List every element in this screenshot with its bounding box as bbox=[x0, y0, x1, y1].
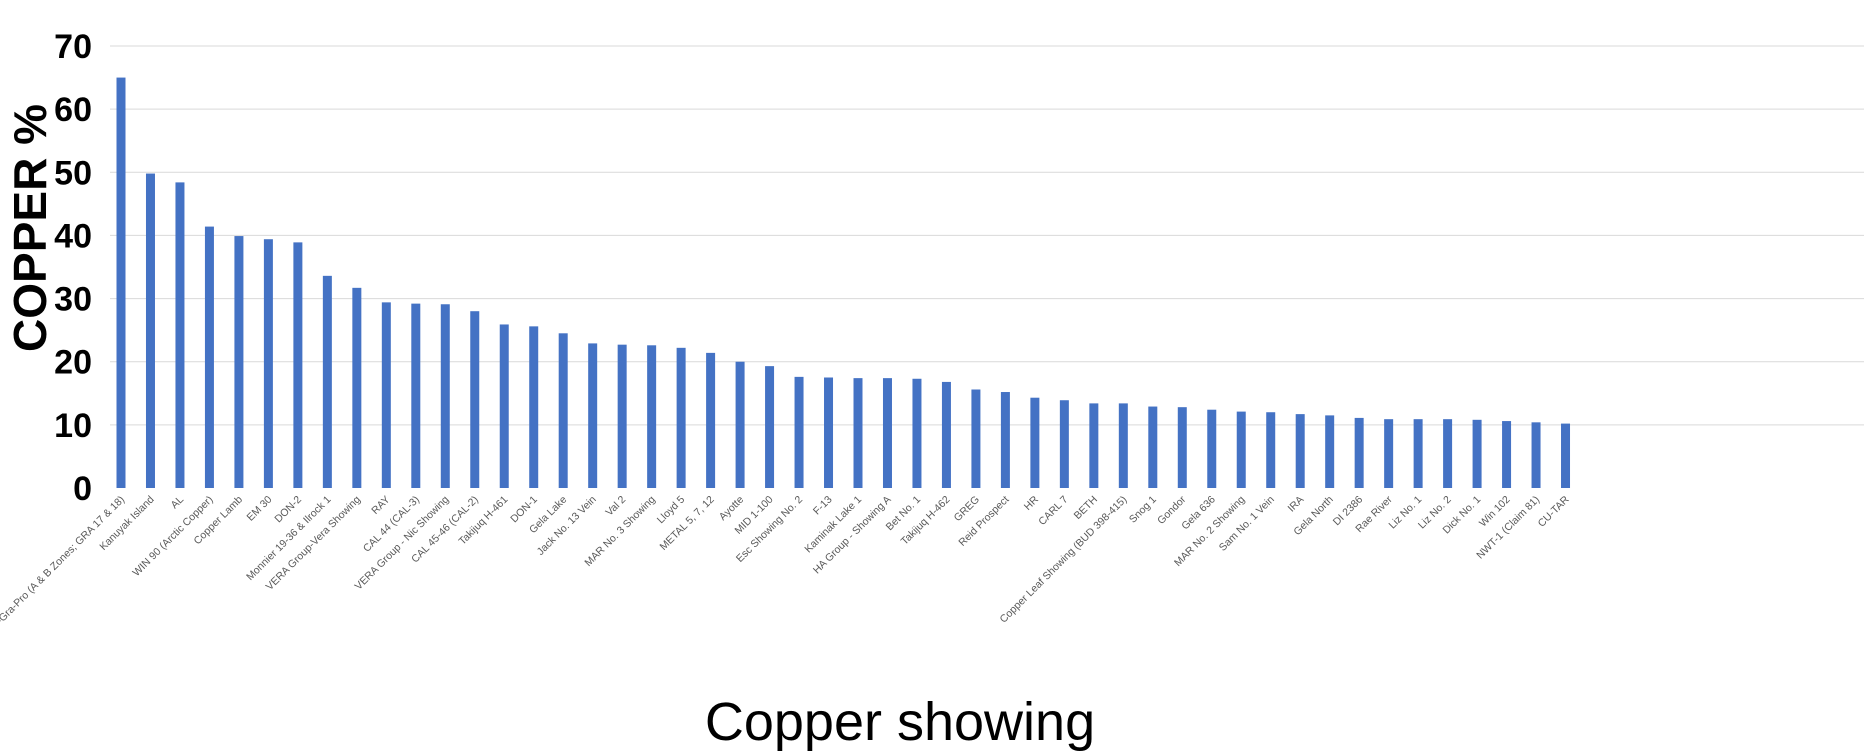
bar bbox=[941, 381, 951, 488]
bar bbox=[1207, 409, 1217, 488]
bar bbox=[558, 333, 568, 488]
bar bbox=[381, 302, 391, 488]
x-tick-label: EM 30 bbox=[245, 494, 275, 524]
y-axis-ticks: 0 10 20 30 40 50 60 70 bbox=[54, 28, 92, 508]
bar bbox=[1118, 403, 1128, 488]
bar bbox=[617, 344, 627, 488]
bar bbox=[1354, 417, 1364, 488]
bar bbox=[1177, 407, 1187, 488]
bar bbox=[1325, 415, 1335, 488]
y-tick-label: 10 bbox=[54, 407, 92, 445]
bar bbox=[263, 239, 273, 488]
bar bbox=[204, 226, 214, 489]
bar bbox=[676, 347, 686, 488]
bar bbox=[175, 182, 185, 489]
bar bbox=[882, 378, 892, 488]
y-tick-label: 50 bbox=[54, 154, 92, 192]
bar bbox=[234, 236, 244, 488]
x-tick-label: AL bbox=[169, 494, 187, 512]
bar bbox=[588, 343, 598, 488]
bar bbox=[1266, 412, 1276, 488]
bar bbox=[499, 324, 509, 488]
bar bbox=[1472, 419, 1482, 488]
bar bbox=[352, 287, 362, 488]
bar bbox=[1148, 406, 1158, 488]
bars bbox=[116, 77, 1571, 489]
x-axis-ticks: Nan-Gra-Pro (A & B Zones; GRA 17 & 18)Ka… bbox=[0, 493, 1572, 640]
bar bbox=[824, 377, 834, 488]
x-tick-label: RAY bbox=[369, 494, 392, 517]
bar bbox=[529, 326, 539, 488]
bar bbox=[765, 366, 775, 488]
bar bbox=[971, 389, 981, 488]
bar bbox=[1531, 422, 1541, 488]
x-tick-label: Copper Leaf Showing (BUD 398-415) bbox=[998, 494, 1130, 626]
bar bbox=[293, 242, 303, 488]
x-tick-label: Snog 1 bbox=[1127, 494, 1159, 526]
bar bbox=[794, 376, 804, 488]
x-tick-label: Val 2 bbox=[603, 494, 628, 519]
bar bbox=[116, 77, 126, 489]
bar bbox=[1236, 411, 1246, 488]
y-tick-label: 70 bbox=[54, 28, 92, 66]
bar bbox=[1000, 392, 1010, 488]
bar bbox=[411, 303, 421, 488]
x-tick-label: IRA bbox=[1285, 494, 1306, 515]
y-tick-label: 0 bbox=[73, 470, 92, 508]
bar bbox=[1295, 414, 1305, 488]
bar bbox=[145, 173, 155, 488]
x-tick-label: CARL 7 bbox=[1036, 494, 1070, 528]
bar bbox=[1443, 419, 1453, 488]
bar bbox=[1561, 423, 1571, 488]
bar bbox=[1384, 419, 1394, 488]
bar bbox=[706, 352, 716, 488]
bar bbox=[735, 361, 745, 488]
bar bbox=[912, 378, 922, 488]
y-tick-label: 30 bbox=[54, 281, 92, 319]
y-tick-label: 20 bbox=[54, 344, 92, 382]
bar bbox=[1059, 400, 1069, 488]
gridlines bbox=[110, 45, 1864, 426]
x-tick-label: Nan-Gra-Pro (A & B Zones; GRA 17 & 18) bbox=[0, 494, 127, 641]
x-tick-label: HR bbox=[1022, 493, 1042, 513]
y-tick-label: 40 bbox=[54, 217, 92, 255]
y-axis-label: COPPER % bbox=[4, 104, 56, 352]
x-axis-label: Copper showing bbox=[705, 692, 1095, 752]
bar bbox=[470, 311, 480, 488]
bar bbox=[1502, 421, 1512, 488]
y-tick-label: 60 bbox=[54, 91, 92, 129]
x-tick-label: METAL 5, 7, 12 bbox=[657, 494, 716, 553]
bar bbox=[440, 304, 450, 488]
bar bbox=[1413, 419, 1423, 488]
bar bbox=[647, 345, 657, 488]
x-tick-label: Kanuyak Island bbox=[97, 494, 156, 553]
bar bbox=[1089, 403, 1099, 488]
bar bbox=[853, 378, 863, 488]
bar bbox=[322, 275, 332, 488]
x-tick-label: CU-TAR bbox=[1536, 493, 1572, 529]
bar bbox=[1030, 397, 1040, 488]
x-tick-label: F-13 bbox=[811, 494, 835, 518]
